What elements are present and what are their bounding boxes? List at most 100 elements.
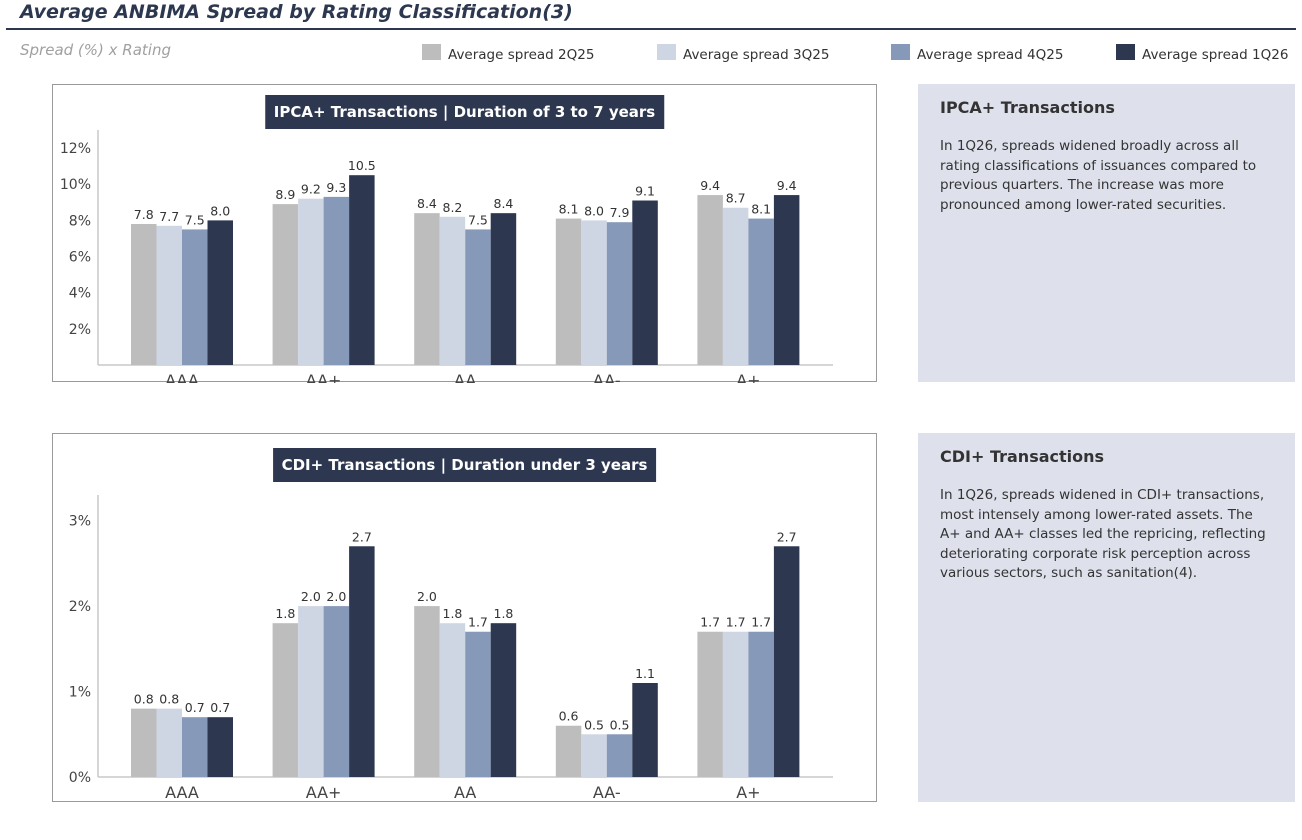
legend-label: Average spread 2Q25 [448,47,595,63]
bar-value-label: 0.6 [559,709,579,724]
bar-value-label: 8.1 [751,202,771,217]
bar-value-label: 9.3 [326,180,346,195]
cdi-note-panel: CDI+ Transactions In 1Q26, spreads widen… [918,433,1295,802]
x-category-label: AA- [593,371,621,383]
legend-swatch [657,44,676,60]
bar [182,229,208,365]
bar-value-label: 8.7 [726,191,746,206]
bar-value-label: 0.8 [159,692,179,707]
bar [272,204,299,365]
x-category-label: AA [454,371,476,383]
bar-value-label: 0.5 [584,717,604,732]
bar [323,606,350,777]
legend-swatch [422,44,441,60]
x-category-label: AA- [593,783,621,802]
bar [131,224,157,365]
y-tick-label: 0% [69,770,91,786]
bar-value-label: 2.7 [352,529,372,544]
bar-value-label: 7.7 [159,209,179,224]
legend-label: Average spread 4Q25 [917,47,1064,63]
bar [748,631,774,777]
bar [298,198,324,365]
ipca-note-text: In 1Q26, spreads widened broadly across … [940,138,1257,213]
y-tick-label: 2% [69,599,91,615]
bar-value-label: 8.4 [417,196,437,211]
bar-value-label: 1.7 [468,615,488,630]
x-category-label: AA [454,783,476,802]
y-tick-label: 2% [69,322,91,338]
x-category-label: A+ [736,783,760,802]
bar-value-label: 1.1 [635,666,655,681]
ipca-chart-title: IPCA+ Transactions | Duration of 3 to 7 … [264,95,665,129]
cdi-note-title: CDI+ Transactions [940,447,1105,466]
x-category-label: AAA [165,783,199,802]
chart-subtitle: Spread (%) x Rating [20,41,171,59]
bar-value-label: 7.5 [468,212,488,227]
bar-value-label: 7.5 [185,212,205,227]
bar [632,683,658,777]
bar-value-label: 9.4 [777,178,797,193]
bar-value-label: 1.8 [275,606,295,621]
bar [207,717,233,777]
bar [272,623,299,777]
bar-value-label: 0.5 [610,717,630,732]
bar [606,734,633,777]
x-category-label: AAA [165,371,199,383]
x-category-label: AA+ [306,371,342,383]
cdi-bar-chart: 0% 1% 2% 3% 0.8 0.8 0.7 0.7 AAA 1.8 2.0 2.0 2.7 AA+ 2.… [69,495,833,802]
bar [773,195,800,365]
bar-value-label: 8.9 [275,187,295,202]
bar [465,631,491,777]
bar [722,207,749,365]
bar [555,218,582,365]
legend-item-4q25: Average spread 4Q25 [891,44,1063,63]
title-divider [6,28,1296,30]
bar-value-label: 9.1 [635,184,655,199]
bar-value-label: 2.7 [777,529,797,544]
bar-value-label: 8.0 [584,203,604,218]
bar [490,623,517,777]
bar-value-label: 2.0 [326,589,346,604]
bar-value-label: 9.4 [700,178,720,193]
legend-label: Average spread 3Q25 [683,47,830,63]
bar-value-label: 0.7 [210,700,230,715]
bar [555,725,582,777]
bar-value-label: 0.7 [185,700,205,715]
bar [697,631,723,777]
ipca-bar-chart: 2% 4% 6% 8% 10% 12% 7.8 7.7 7.5 8.0 AAA 8.9 9.2 9.310… [60,130,833,383]
bar-value-label: 1.7 [700,615,720,630]
x-category-label: A+ [736,371,760,383]
cdi-chart-title: CDI+ Transactions | Duration under 3 yea… [272,448,657,482]
bar-value-label: 1.8 [443,606,463,621]
y-tick-label: 8% [69,213,91,229]
bar [490,213,517,365]
bar [465,229,491,365]
bar-value-label: 8.0 [210,203,230,218]
ipca-chart-panel: 2% 4% 6% 8% 10% 12% 7.8 7.7 7.5 8.0 AAA 8.9 9.2 9.3 10… [52,84,877,383]
bar-value-label: 8.2 [443,200,463,215]
y-tick-label: 3% [69,514,91,530]
bar [298,606,324,777]
legend-item-1q26: Average spread 1Q26 [1116,44,1288,63]
bar-value-label: 10.5 [348,158,376,173]
legend: Average spread 2Q25 Average spread 3Q25 … [0,44,1302,66]
y-tick-label: 10% [60,177,91,193]
bar [773,546,800,777]
bar [349,175,375,365]
bar-value-label: 1.8 [494,606,514,621]
bar [131,708,157,777]
legend-swatch [1116,44,1135,60]
y-tick-label: 6% [69,250,91,266]
bar [156,225,182,365]
bar-value-label: 2.0 [301,589,321,604]
bar [156,708,182,777]
bar [632,200,658,365]
legend-item-2q25: Average spread 2Q25 [422,44,594,63]
bar-value-label: 1.7 [726,615,746,630]
bar-value-label: 8.4 [494,196,514,211]
bar [748,218,774,365]
bar [581,220,607,365]
bar-value-label: 2.0 [417,589,437,604]
bar-value-label: 7.9 [610,205,630,220]
bar [606,222,633,365]
